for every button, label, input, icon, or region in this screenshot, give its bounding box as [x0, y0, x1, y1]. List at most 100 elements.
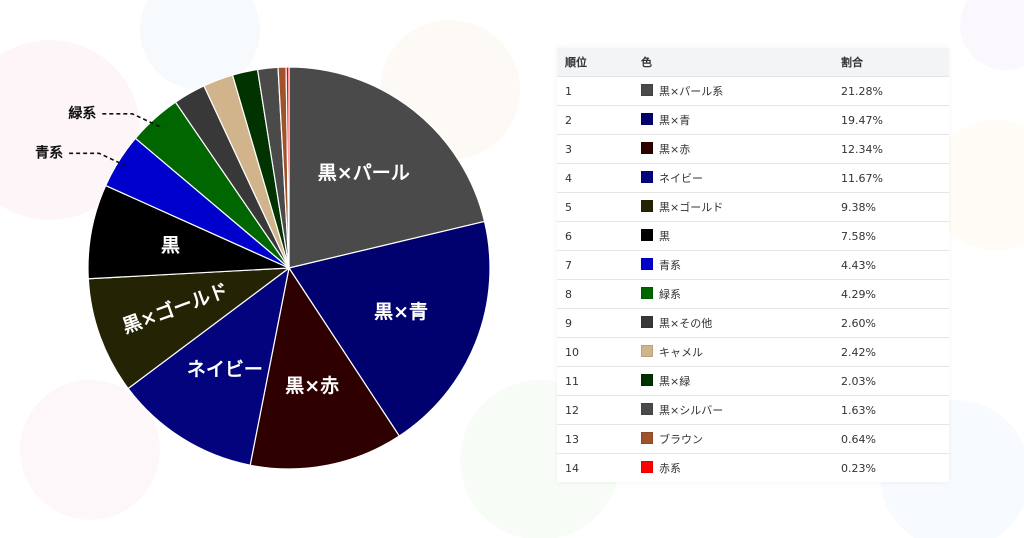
color-swatch — [641, 374, 653, 386]
pie-slice — [249, 266, 401, 470]
table-row: 10 キャメル 2.42% — [557, 337, 949, 367]
cell-rank: 2 — [557, 105, 633, 135]
callout-leader-line — [102, 113, 163, 129]
pie-slice — [87, 184, 290, 280]
header-color: 色 — [633, 48, 833, 77]
cell-rank: 9 — [557, 308, 633, 338]
cell-color: 黒×緑 — [633, 366, 833, 396]
cell-color: 黒×ゴールド — [633, 192, 833, 222]
cell-share: 2.42% — [833, 337, 949, 367]
cell-share: 0.64% — [833, 424, 949, 454]
table-row: 6 黒 7.58% — [557, 221, 949, 251]
table-row: 8 緑系 4.29% — [557, 279, 949, 309]
slice-label: 黒×赤 — [285, 375, 339, 397]
pie-slice — [285, 66, 290, 269]
cell-color-name: 黒 — [659, 230, 670, 243]
cell-color: 緑系 — [633, 279, 833, 309]
color-swatch — [641, 142, 653, 154]
cell-color-name: 黒×シルバー — [659, 404, 724, 417]
ranking-table-panel: 順位 色 割合 1 黒×パール系 21.28% 2 黒×青 19.47% 3 黒×赤 12.34… — [557, 48, 949, 482]
slice-label: 黒 — [161, 234, 180, 256]
cell-rank: 12 — [557, 395, 633, 425]
cell-share: 11.67% — [833, 163, 949, 193]
cell-color-name: ネイビー — [659, 172, 703, 185]
table-row: 3 黒×赤 12.34% — [557, 134, 949, 164]
cell-color: ブラウン — [633, 424, 833, 454]
cell-rank: 13 — [557, 424, 633, 454]
color-swatch — [641, 200, 653, 212]
cell-color: 黒×その他 — [633, 308, 833, 338]
cell-color: 黒×パール系 — [633, 76, 833, 106]
color-swatch — [641, 113, 653, 125]
cell-color-name: 青系 — [659, 259, 681, 272]
cell-color-name: 黒×その他 — [659, 317, 713, 330]
cell-share: 4.43% — [833, 250, 949, 280]
table-row: 14 赤系 0.23% — [557, 453, 949, 482]
table-row: 9 黒×その他 2.60% — [557, 308, 949, 338]
cell-rank: 3 — [557, 134, 633, 164]
table-row: 7 青系 4.43% — [557, 250, 949, 280]
ranking-table: 順位 色 割合 1 黒×パール系 21.28% 2 黒×青 19.47% 3 黒×赤 12.34… — [557, 48, 949, 482]
cell-share: 1.63% — [833, 395, 949, 425]
color-swatch — [641, 287, 653, 299]
cell-rank: 1 — [557, 76, 633, 106]
cell-color: ネイビー — [633, 163, 833, 193]
cell-color-name: 黒×緑 — [659, 375, 691, 388]
cell-color: 黒×赤 — [633, 134, 833, 164]
table-row: 12 黒×シルバー 1.63% — [557, 395, 949, 425]
cell-color-name: 赤系 — [659, 462, 681, 475]
cell-color: 黒×青 — [633, 105, 833, 135]
cell-color: 赤系 — [633, 453, 833, 482]
cell-share: 2.60% — [833, 308, 949, 338]
cell-share: 7.58% — [833, 221, 949, 251]
color-swatch — [641, 316, 653, 328]
color-swatch — [641, 432, 653, 444]
header-share: 割合 — [833, 48, 949, 77]
color-swatch — [641, 171, 653, 183]
cell-rank: 6 — [557, 221, 633, 251]
cell-color-name: 緑系 — [659, 288, 681, 301]
table-row: 4 ネイビー 11.67% — [557, 163, 949, 193]
cell-rank: 5 — [557, 192, 633, 222]
pie-slice — [87, 267, 291, 390]
callout-label: 緑系 — [68, 105, 96, 122]
callout-leader-line — [69, 152, 130, 169]
cell-share: 9.38% — [833, 192, 949, 222]
cell-rank: 10 — [557, 337, 633, 367]
pie-slice — [288, 220, 491, 437]
pie-slice — [127, 266, 290, 466]
color-swatch — [641, 461, 653, 473]
cell-color-name: 黒×青 — [659, 114, 691, 127]
table-header-row: 順位 色 割合 — [557, 48, 949, 77]
cell-color: 黒×シルバー — [633, 395, 833, 425]
cell-color: キャメル — [633, 337, 833, 367]
cell-color: 黒 — [633, 221, 833, 251]
cell-rank: 14 — [557, 453, 633, 482]
callout-label: 青系 — [35, 144, 63, 161]
cell-color-name: 黒×パール系 — [659, 85, 724, 98]
cell-rank: 8 — [557, 279, 633, 309]
cell-color-name: ブラウン — [659, 433, 703, 446]
color-swatch — [641, 229, 653, 241]
cell-share: 21.28% — [833, 76, 949, 106]
cell-rank: 7 — [557, 250, 633, 280]
slice-label: 黒×青 — [374, 301, 428, 323]
table-row: 13 ブラウン 0.64% — [557, 424, 949, 454]
cell-color-name: 黒×ゴールド — [659, 201, 724, 214]
slice-label: 黒×パール — [318, 162, 410, 184]
table-row: 1 黒×パール系 21.28% — [557, 76, 949, 106]
color-swatch — [641, 258, 653, 270]
cell-rank: 4 — [557, 163, 633, 193]
color-swatch — [641, 345, 653, 357]
color-swatch — [641, 84, 653, 96]
pie-slice — [288, 66, 486, 269]
color-swatch — [641, 403, 653, 415]
cell-color-name: 黒×赤 — [659, 143, 691, 156]
cell-rank: 11 — [557, 366, 633, 396]
cell-share: 0.23% — [833, 453, 949, 482]
cell-share: 12.34% — [833, 134, 949, 164]
cell-color-name: キャメル — [659, 346, 703, 359]
cell-share: 4.29% — [833, 279, 949, 309]
slice-label: ネイビー — [187, 359, 263, 381]
